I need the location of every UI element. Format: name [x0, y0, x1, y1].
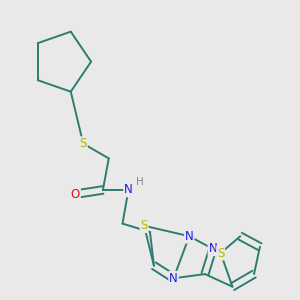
Text: S: S — [80, 137, 87, 150]
Text: N: N — [185, 230, 194, 243]
Text: N: N — [169, 272, 178, 285]
Text: S: S — [217, 247, 224, 260]
Text: S: S — [140, 219, 148, 232]
Text: N: N — [208, 242, 217, 255]
Text: H: H — [136, 177, 143, 188]
Text: O: O — [71, 188, 80, 201]
Text: N: N — [124, 184, 133, 196]
